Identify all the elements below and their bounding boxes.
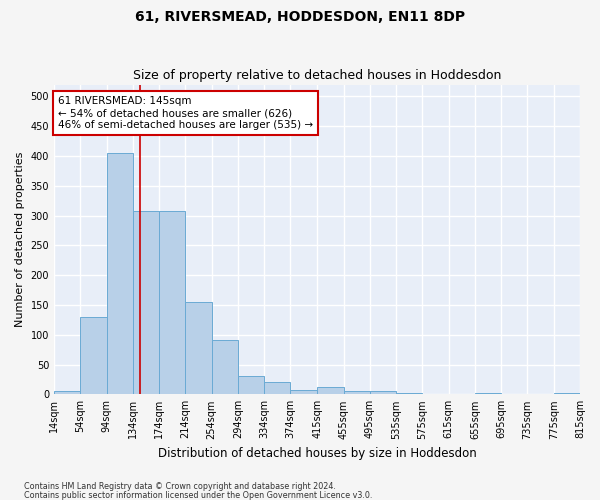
Bar (54, 390, 80, 394)
Bar (185, 302, 212, 394)
Bar (317, 387, 344, 394)
Y-axis label: Number of detached properties: Number of detached properties (15, 152, 25, 327)
Bar (344, 392, 370, 394)
Bar (370, 390, 396, 394)
Bar (264, 382, 290, 394)
Bar (290, 390, 317, 394)
Text: Contains HM Land Registry data © Crown copyright and database right 2024.: Contains HM Land Registry data © Crown c… (24, 482, 336, 491)
X-axis label: Distribution of detached houses by size in Hoddesdon: Distribution of detached houses by size … (158, 447, 476, 460)
Text: 61 RIVERSMEAD: 145sqm
← 54% of detached houses are smaller (626)
46% of semi-det: 61 RIVERSMEAD: 145sqm ← 54% of detached … (58, 96, 313, 130)
Bar (80, 317, 107, 394)
Title: Size of property relative to detached houses in Hoddesdon: Size of property relative to detached ho… (133, 69, 501, 82)
Bar (396, 392, 422, 394)
Bar (238, 376, 264, 394)
Text: Contains public sector information licensed under the Open Government Licence v3: Contains public sector information licen… (24, 490, 373, 500)
Bar (133, 211, 159, 394)
Bar (475, 392, 501, 394)
Bar (554, 393, 580, 394)
Text: 61, RIVERSMEAD, HODDESDON, EN11 8DP: 61, RIVERSMEAD, HODDESDON, EN11 8DP (135, 10, 465, 24)
Bar (212, 340, 238, 394)
Bar (159, 211, 185, 394)
Bar (107, 153, 133, 394)
